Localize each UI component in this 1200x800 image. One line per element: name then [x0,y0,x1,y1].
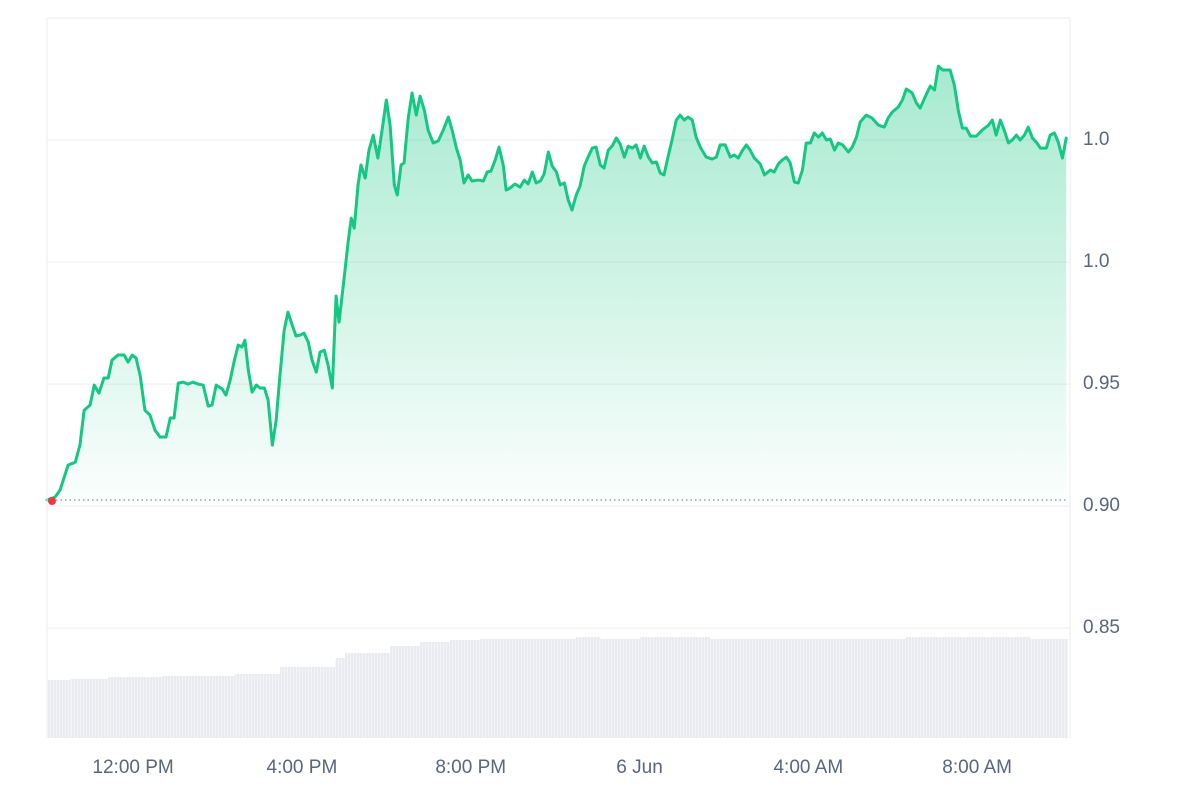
volume-bar-texture [108,677,163,738]
volume-bar-texture [600,639,641,738]
x-tick-label: 12:00 PM [92,757,173,778]
x-tick-label: 8:00 PM [435,757,506,778]
start-marker [48,497,56,506]
label-layer: 0.85 0.90 0.95 1.0 1.0 12:00 PM 4:00 PM 8:00 PM… [92,129,1120,778]
volume-bar-texture [450,640,481,738]
volume-bar-texture [710,639,906,738]
y-tick-label: 1.0 [1083,129,1109,150]
volume-bar-texture [235,674,280,738]
volume-bar-texture [420,642,451,738]
volume-bar-texture [480,639,576,738]
x-tick-label: 8:00 AM [942,757,1012,778]
volume-bar-texture [390,646,421,738]
volume-bar-texture [640,637,711,738]
y-tick-label: 1.0 [1083,251,1109,272]
volume-bar-texture [344,653,391,738]
y-tick-label: 0.90 [1083,495,1120,516]
volume-bar-texture [279,667,336,738]
volume-bar-texture [575,637,601,738]
volume-bar-texture [905,637,1031,738]
y-tick-label: 0.95 [1083,373,1120,394]
volume-bar-texture [162,676,236,738]
y-tick-label: 0.85 [1083,617,1120,638]
x-tick-label: 6 Jun [616,757,662,778]
x-tick-label: 4:00 AM [773,757,843,778]
volume-bar-texture [1030,639,1068,738]
volume-bar-texture [335,658,345,738]
price-area [47,66,1067,501]
volume-bar-texture [70,679,109,738]
x-tick-label: 4:00 PM [267,757,338,778]
price-line [45,64,1068,502]
volume-layer [47,637,1068,738]
volume-bar-texture [47,680,71,738]
data-layer [45,64,1068,506]
